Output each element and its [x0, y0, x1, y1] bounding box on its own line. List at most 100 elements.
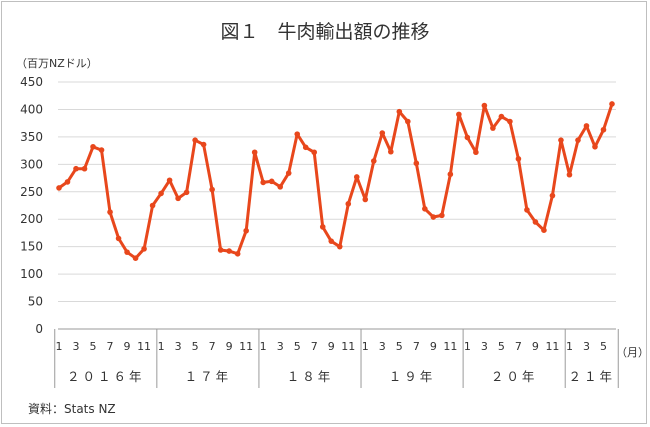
data-point [370, 158, 377, 164]
data-point [336, 243, 343, 250]
data-point [345, 201, 352, 207]
data-point [541, 227, 547, 233]
x-tick-label: 9 [226, 340, 233, 353]
data-point [183, 189, 190, 196]
x-tick-label: 5 [90, 340, 97, 353]
x-axis-unit-label: （月） [616, 346, 649, 359]
data-point [260, 179, 266, 186]
y-axis-ticks: 0 50 100 150 200 250 300 350 400 450 [20, 75, 43, 336]
x-tick-label: 1 [158, 340, 165, 353]
data-point [609, 101, 615, 107]
x-tick-label: 11 [443, 340, 457, 353]
data-point [498, 113, 505, 120]
x-tick-label: 1 [260, 340, 267, 353]
x-tick-label: 3 [73, 340, 80, 353]
data-point [515, 156, 522, 162]
data-point [439, 212, 445, 219]
x-tick-label: 5 [294, 340, 301, 353]
data-point [481, 102, 488, 109]
x-tick-label: 1 [56, 340, 63, 353]
data-point [234, 251, 241, 257]
data-point [158, 190, 164, 197]
data-point [98, 147, 105, 153]
data-point [56, 185, 62, 191]
data-point [73, 165, 79, 172]
x-tick-label: 9 [328, 340, 335, 353]
data-point [362, 196, 369, 203]
data-point [447, 171, 454, 178]
data-point [413, 160, 420, 167]
y-tick-label: 50 [28, 295, 43, 309]
x-tick-label: 11 [137, 340, 151, 353]
year-label: １８年 [287, 369, 334, 384]
data-point [566, 171, 573, 178]
data-point [277, 184, 284, 190]
data-point [464, 134, 471, 141]
x-tick-label: 9 [430, 340, 437, 353]
x-tick-label: 1 [566, 340, 573, 353]
data-point [175, 195, 181, 202]
year-label: ２１年 [568, 369, 615, 384]
source-note: 資料：Stats NZ [28, 402, 116, 416]
data-point [456, 111, 462, 118]
data-point [379, 130, 386, 136]
data-point [192, 137, 198, 143]
series-line-path [57, 102, 614, 260]
x-tick-label: 7 [413, 340, 420, 353]
data-point [473, 149, 479, 156]
data-point [353, 174, 360, 180]
data-point [209, 186, 215, 193]
data-point [592, 143, 598, 150]
data-point [524, 207, 530, 213]
data-point [226, 248, 232, 254]
data-point [490, 125, 496, 131]
x-tick-label: 5 [600, 340, 607, 353]
y-tick-label: 300 [20, 157, 43, 171]
data-point [90, 143, 96, 150]
series-line [56, 101, 615, 261]
x-tick-label: 7 [209, 340, 216, 353]
data-point [81, 165, 88, 172]
data-point [396, 108, 403, 115]
data-point [600, 126, 607, 133]
data-point [405, 118, 411, 125]
y-tick-label: 400 [20, 102, 43, 116]
data-point [268, 178, 275, 185]
data-point [302, 144, 309, 151]
y-tick-label: 200 [20, 212, 43, 226]
data-point [64, 179, 71, 185]
data-point [243, 227, 249, 234]
data-point [388, 148, 394, 155]
y-tick-label: 250 [20, 185, 43, 199]
x-tick-label: 3 [379, 340, 386, 353]
year-label: ２０年 [491, 369, 538, 384]
data-point [422, 205, 428, 212]
data-point [319, 224, 326, 230]
data-point [285, 170, 292, 176]
x-tick-label: 11 [545, 340, 559, 353]
data-point [141, 246, 147, 252]
x-tick-label: 3 [175, 340, 182, 353]
x-tick-label: 1 [362, 340, 369, 353]
data-point [149, 202, 156, 209]
data-point [328, 238, 335, 244]
data-point [251, 149, 258, 156]
data-point [217, 247, 224, 253]
data-point [558, 137, 564, 143]
data-point [583, 123, 590, 129]
x-tick-label: 11 [341, 340, 355, 353]
year-label: １９年 [389, 369, 436, 384]
data-point [294, 131, 301, 137]
x-tick-label: 5 [192, 340, 199, 353]
y-tick-label: 0 [35, 322, 43, 336]
x-tick-label: 3 [277, 340, 284, 353]
x-tick-label: 11 [239, 340, 253, 353]
data-point [532, 219, 539, 225]
y-tick-label: 450 [20, 75, 43, 89]
x-tick-label: 7 [107, 340, 114, 353]
data-point [107, 209, 113, 215]
x-tick-label: 5 [498, 340, 505, 353]
data-point [430, 214, 437, 220]
